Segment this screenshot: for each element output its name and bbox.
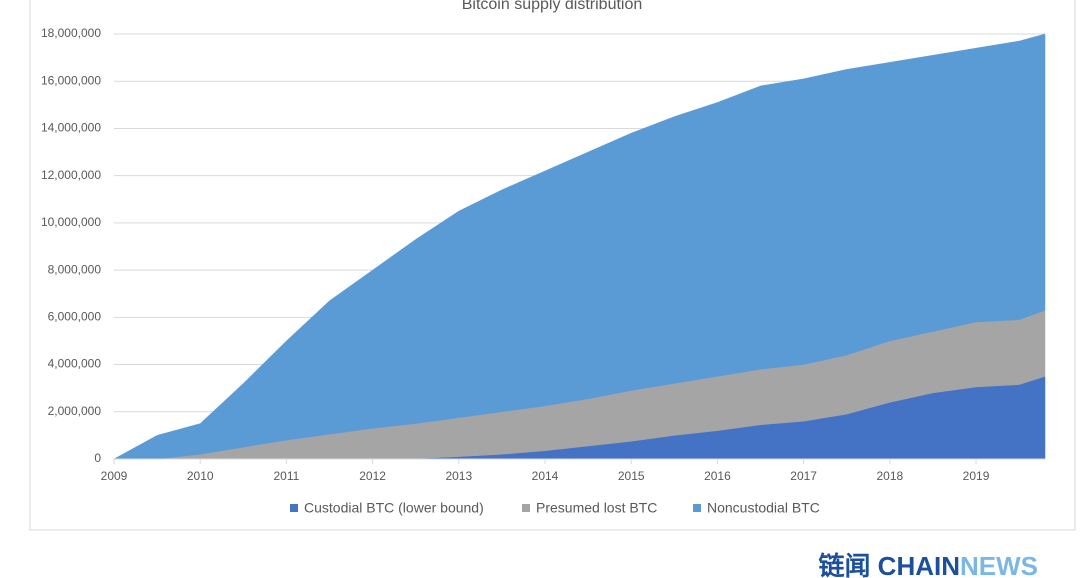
chart-title: Bitcoin supply distribution: [462, 0, 643, 13]
legend-label: Noncustodial BTC: [707, 500, 820, 516]
legend-swatch: [693, 504, 701, 512]
y-tick-label: 6,000,000: [48, 310, 102, 324]
watermark: 链闻 CHAINNEWS: [818, 551, 1038, 578]
x-tick-label: 2018: [876, 469, 903, 483]
y-tick-label: 16,000,000: [41, 73, 101, 87]
y-tick-label: 10,000,000: [41, 215, 101, 229]
x-tick-label: 2012: [359, 469, 386, 483]
y-tick-label: 14,000,000: [41, 121, 101, 135]
y-tick-label: 12,000,000: [41, 168, 101, 182]
y-tick-label: 4,000,000: [48, 357, 102, 371]
x-tick-label: 2017: [790, 469, 817, 483]
y-tick-label: 18,000,000: [41, 26, 101, 40]
watermark-main: 链闻 CHAIN: [818, 551, 960, 578]
x-tick-label: 2010: [187, 469, 214, 483]
y-tick-label: 0: [94, 451, 101, 465]
x-tick-label: 2014: [532, 469, 559, 483]
x-tick-label: 2019: [963, 469, 990, 483]
legend-swatch: [522, 504, 530, 512]
y-tick-label: 2,000,000: [48, 404, 102, 418]
legend-label: Presumed lost BTC: [536, 500, 657, 516]
y-tick-label: 8,000,000: [48, 262, 102, 276]
area: [113, 33, 1046, 460]
legend-swatch: [290, 504, 298, 512]
x-tick-label: 2015: [618, 469, 645, 483]
legend-label: Custodial BTC (lower bound): [304, 500, 484, 516]
watermark-accent: NEWS: [960, 551, 1038, 578]
x-tick-label: 2011: [274, 469, 300, 483]
x-tick-label: 2016: [704, 469, 731, 483]
x-tick-label: 2013: [445, 469, 472, 483]
x-tick-label: 2009: [101, 469, 128, 483]
